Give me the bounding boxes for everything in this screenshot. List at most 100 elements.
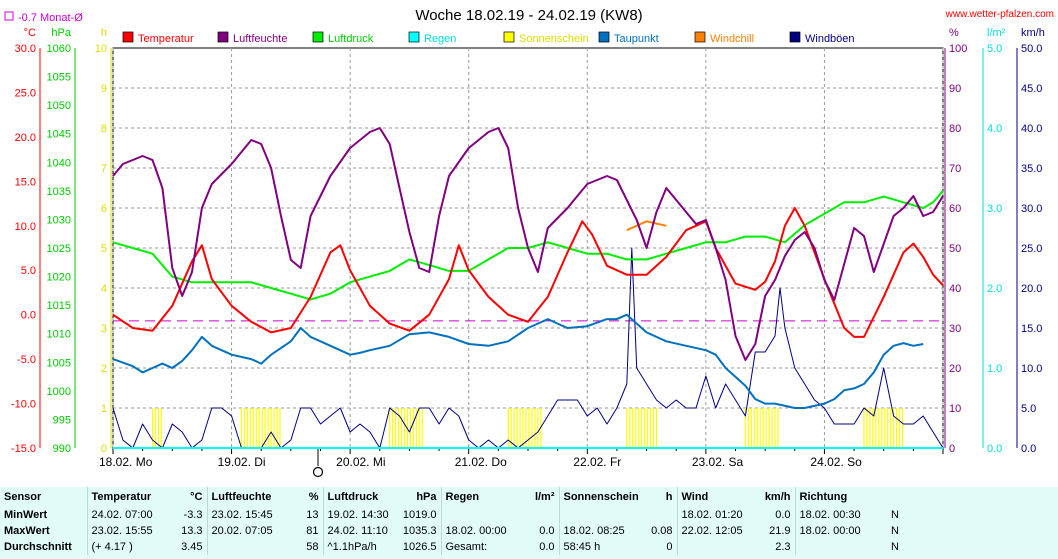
summary-cell: (+ 4.17 ) 3.45 xyxy=(86,539,207,555)
summary-header-unit: % xyxy=(308,491,319,503)
y-tick-label: 1.0 xyxy=(987,363,1002,375)
summary-cell-value: N xyxy=(891,541,899,553)
summary-cell-time: 23.02. 15:45 xyxy=(211,509,273,521)
y-tick-label: 50.0 xyxy=(1021,43,1042,55)
summary-header-unit: l/m² xyxy=(534,491,555,503)
summary-cell xyxy=(558,507,677,523)
legend-label: Windböen xyxy=(805,33,855,45)
y-tick-label: -10.0 xyxy=(11,399,36,411)
summary-header-label: Regen xyxy=(445,491,480,503)
legend-swatch xyxy=(312,31,324,43)
y-tick-label: 20.0 xyxy=(1021,283,1042,295)
y-tick-label: 4.0 xyxy=(987,123,1002,135)
series-line-luftdruck xyxy=(112,190,944,301)
y-tick-label: 0.0 xyxy=(987,443,1002,455)
current-time-marker xyxy=(312,466,324,478)
y-axis-unit-label: % xyxy=(949,27,959,39)
summary-header-cell: Richtung xyxy=(794,487,903,507)
y-axis-unit-label: km/h xyxy=(1021,27,1045,39)
y-tick-label: 0.0 xyxy=(1021,443,1036,455)
summary-cell: 19.02. 14:30 1019.0 xyxy=(322,507,441,523)
y-tick-label: 1005 xyxy=(47,357,71,369)
summary-cell: 2.3 xyxy=(676,539,795,555)
summary-cell: 18.02. 00:30 N xyxy=(794,507,903,523)
y-tick-label: -5.0 xyxy=(17,354,36,366)
summary-cell-time: 18.02. 08:25 xyxy=(563,525,625,537)
y-axis-unit-label: h xyxy=(101,27,107,39)
y-tick-label: 4 xyxy=(101,283,107,295)
legend-swatch xyxy=(694,31,706,43)
summary-cell-value: -3.3 xyxy=(183,509,203,521)
legend-label: Taupunkt xyxy=(614,33,659,45)
x-tick-label: 22.02. Fr xyxy=(573,455,621,469)
y-tick-label: 6 xyxy=(101,203,107,215)
y-tick-label: 80 xyxy=(949,123,961,135)
y-tick-label: 1035 xyxy=(47,186,71,198)
summary-cell-value: 81 xyxy=(306,525,319,537)
summary-cell-time: (+ 4.17 ) xyxy=(91,541,133,553)
summary-cell-time: 23.02. 15:55 xyxy=(91,525,153,537)
summary-row: Durchschnitt (+ 4.17 ) 3.45 58 ^1.1hPa/h 1026… xyxy=(0,539,903,555)
y-tick-label: 3.0 xyxy=(987,203,1002,215)
y-tick-label: 30.0 xyxy=(15,43,36,55)
y-tick-label: 1020 xyxy=(47,272,71,284)
summary-cell-value: 0 xyxy=(666,541,673,553)
summary-header-label: Temperatur xyxy=(91,491,152,503)
y-tick-label: 15.0 xyxy=(1021,323,1042,335)
summary-cell-time: 18.02. 00:00 xyxy=(799,525,861,537)
summary-table: Sensor Temperatur °C Luftfeuchte% Luftdruck h… xyxy=(0,487,1058,559)
x-tick-label: 21.02. Do xyxy=(455,455,507,469)
y-axis-unit-label: hPa xyxy=(51,27,71,39)
y-tick-label: 50 xyxy=(949,243,961,255)
legend-swatch xyxy=(122,31,134,43)
y-tick-label: 990 xyxy=(53,443,71,455)
summary-cell: 24.02. 11:10 1035.3 xyxy=(322,523,441,539)
summary-cell: 23.02. 15:45 13 xyxy=(206,507,323,523)
summary-row: MaxWert 23.02. 15:55 13.3 20.02. 07:05 81 24.… xyxy=(0,523,903,539)
summary-cell: 58:45 h 0 xyxy=(558,539,677,555)
legend-label: Regen xyxy=(424,33,456,45)
y-tick-label: 1040 xyxy=(47,157,71,169)
y-tick-label: 90 xyxy=(949,83,961,95)
summary-header-label: Sonnenschein xyxy=(563,491,639,503)
summary-header-cell: Regen l/m² xyxy=(440,487,559,507)
summary-header-label: Luftfeuchte xyxy=(211,491,272,503)
summary-cell-time: 18.02. 00:00 xyxy=(445,525,507,537)
summary-cell-value: 0.0 xyxy=(775,509,791,521)
summary-cell-value: 0.0 xyxy=(539,541,555,553)
y-tick-label: 70 xyxy=(949,163,961,175)
y-tick-label: 1060 xyxy=(47,43,71,55)
summary-cell: 18.02. 00:00 N xyxy=(794,523,903,539)
y-tick-label: 40.0 xyxy=(1021,123,1042,135)
legend-label: Windchill xyxy=(710,33,754,45)
summary-cell: 18.02. 08:25 0.08 xyxy=(558,523,677,539)
y-tick-label: 10 xyxy=(95,43,107,55)
summary-header-label: Richtung xyxy=(799,491,848,503)
y-tick-label: 20.0 xyxy=(15,132,36,144)
y-tick-label: 45.0 xyxy=(1021,83,1042,95)
summary-cell-time: Gesamt: xyxy=(445,541,488,553)
y-tick-label: 8 xyxy=(101,123,107,135)
summary-cell-value: 1035.3 xyxy=(402,525,437,537)
chart-title: Woche 18.02.19 - 24.02.19 (KW8) xyxy=(415,7,642,24)
y-tick-label: 9 xyxy=(101,83,107,95)
y-tick-label: 0 xyxy=(101,443,107,455)
legend-swatch xyxy=(503,31,515,43)
summary-cell-time: 18.02. 00:30 xyxy=(799,509,861,521)
summary-header-cell: Luftfeuchte% xyxy=(206,487,323,507)
x-tick-label: 19.02. Di xyxy=(218,455,266,469)
y-tick-label: 35.0 xyxy=(1021,163,1042,175)
y-tick-label: 995 xyxy=(53,414,71,426)
summary-header-label: Sensor xyxy=(4,491,42,503)
y-tick-label: 1045 xyxy=(47,129,71,141)
x-tick-label: 23.02. Sa xyxy=(692,455,744,469)
summary-header-unit: km/h xyxy=(764,491,791,503)
y-tick-label: 1015 xyxy=(47,300,71,312)
summary-cell: 24.02. 07:00 -3.3 xyxy=(86,507,207,523)
y-tick-label: 1 xyxy=(101,403,107,415)
legend-label: Luftdruck xyxy=(328,33,374,45)
series-line-windchill xyxy=(626,220,667,232)
y-axis-unit-label: °C xyxy=(24,27,36,39)
y-tick-label: 3 xyxy=(101,323,107,335)
summary-header-cell: Sensor xyxy=(0,487,87,507)
